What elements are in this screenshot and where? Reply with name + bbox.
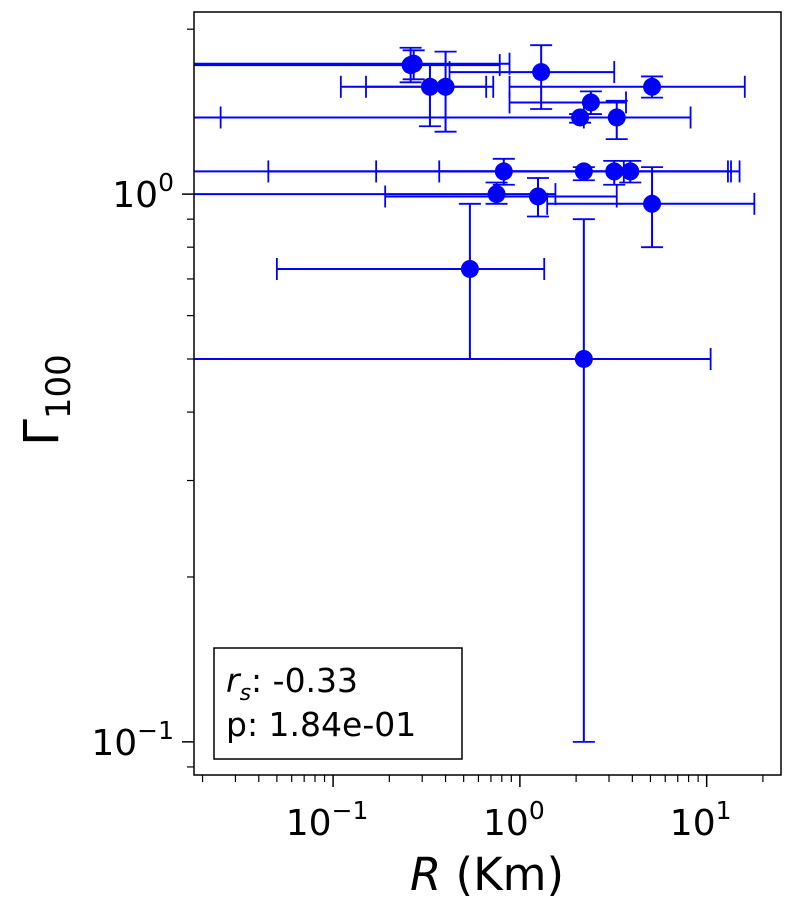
data-point-group [508, 90, 627, 115]
annotation-box [213, 647, 463, 760]
data-point [621, 162, 640, 181]
x-tick-label: 100 [483, 796, 545, 844]
y-tick-label: 100 [112, 168, 174, 216]
data-point-group [194, 218, 712, 743]
data-point-group [219, 99, 692, 141]
data-point [404, 54, 423, 73]
data-point [460, 259, 479, 278]
data-point [581, 93, 600, 112]
p-value-text: p: 1.84e-01 [226, 705, 416, 744]
x-axis-label: R (Km) [410, 848, 564, 901]
data-point [487, 185, 506, 204]
data-point [574, 349, 593, 368]
data-point-group [275, 202, 546, 360]
data-point-group [448, 44, 616, 110]
data-point [643, 194, 662, 213]
axis-ticks: 10−1 100 101 10−1 100 [91, 28, 764, 844]
data-point [643, 77, 662, 96]
stats-annotation: rs: -0.33 p: 1.84e-01 [213, 647, 463, 760]
x-tick-label: 101 [670, 796, 732, 844]
rs-value: : -0.33 [251, 661, 358, 700]
spearman-text: rs: -0.33 [226, 661, 358, 706]
data-point [607, 108, 626, 127]
y-axis-label: Γ100 [14, 354, 79, 446]
data-point [528, 187, 547, 206]
rs-subscript: s [240, 681, 251, 706]
data-point-group [365, 50, 495, 133]
data-point [532, 63, 551, 82]
data-point-group [438, 159, 729, 184]
data-point [436, 77, 455, 96]
rs-symbol: r [226, 661, 242, 700]
data-point-group [384, 177, 618, 218]
x-axis-label-unit: (Km) [441, 848, 564, 901]
data-point-group [508, 75, 746, 99]
y-axis-label-symbol: Γ [14, 419, 70, 446]
x-axis-label-variable: R [410, 848, 441, 901]
data-point-group [194, 49, 511, 81]
data-series [194, 44, 756, 743]
x-tick-label: 10−1 [286, 796, 369, 844]
y-tick-label: 10−1 [91, 716, 174, 764]
y-axis-label-subscript: 100 [39, 354, 79, 419]
plot-frame [193, 11, 782, 776]
data-point-group [194, 181, 557, 206]
data-point-group [546, 166, 756, 249]
